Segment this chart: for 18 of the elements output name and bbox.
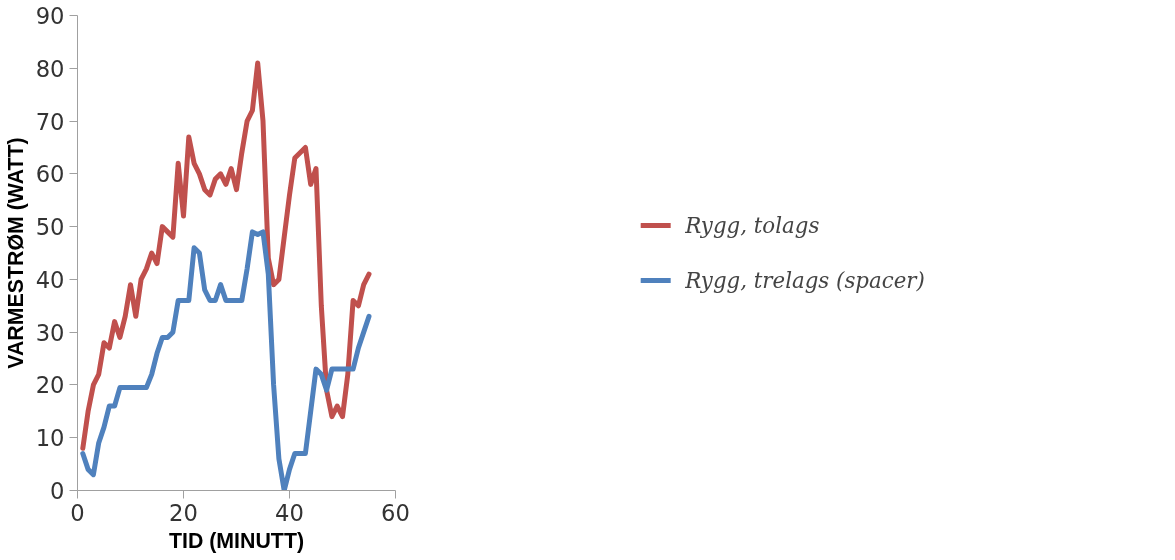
y-tick-label: 80 (35, 55, 65, 82)
x-tick-label: 20 (169, 499, 198, 526)
y-axis-title: VARMESTRØM (WATT) (3, 137, 28, 369)
y-tick-label: 50 (35, 214, 65, 241)
y-tick-label: 70 (35, 108, 65, 135)
legend-label: Rygg, trelags (spacer) (685, 267, 925, 293)
x-axis-title: TID (MINUTT) (168, 528, 305, 553)
y-tick-label: 90 (35, 3, 65, 29)
x-tick-label: 60 (381, 499, 410, 526)
y-tick-label: 0 (50, 478, 65, 504)
y-tick-label: 60 (35, 161, 65, 188)
y-tick-label: 20 (35, 372, 65, 399)
legend-label: Rygg, tolags (685, 212, 820, 238)
x-tick-label: 0 (70, 499, 85, 526)
y-tick-label: 30 (35, 319, 65, 346)
y-tick-label: 40 (35, 266, 65, 293)
y-tick-label: 10 (35, 425, 65, 452)
x-tick-label: 40 (275, 499, 304, 526)
